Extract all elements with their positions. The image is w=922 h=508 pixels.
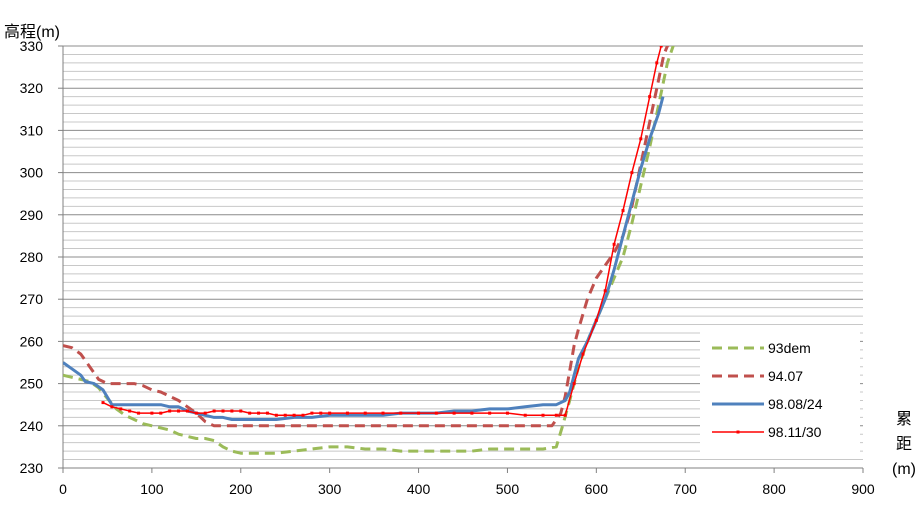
series-point	[630, 171, 634, 175]
y-tick-label: 280	[20, 249, 44, 265]
series-point	[328, 411, 332, 415]
series-point	[248, 411, 252, 415]
series-point	[177, 409, 181, 413]
y-tick-label: 310	[20, 122, 44, 138]
y-tick-label: 290	[20, 207, 44, 223]
y-tick-label: 270	[20, 291, 44, 307]
series-point	[274, 413, 278, 417]
series-point	[572, 382, 576, 386]
series-point	[221, 409, 225, 413]
y-tick-label: 320	[20, 80, 44, 96]
legend-label: 98.08/24	[768, 396, 823, 412]
chart-axes	[58, 45, 864, 473]
y-tick-label: 330	[20, 38, 44, 54]
series-point	[150, 411, 154, 415]
series-point	[185, 409, 189, 413]
series-point	[621, 209, 625, 213]
series-point	[283, 413, 287, 417]
legend-item: 93dem	[712, 340, 811, 356]
series-point	[363, 411, 367, 415]
series-point	[655, 61, 659, 65]
x-tick-label: 200	[229, 481, 253, 497]
series-point	[137, 411, 141, 415]
series-point	[381, 411, 385, 415]
y-tick-label: 240	[20, 418, 44, 434]
series-point	[203, 411, 207, 415]
y-tick-label: 300	[20, 165, 44, 181]
series-point	[345, 411, 349, 415]
chart-legend: 93dem 94.07 98.08/24 98.11/30	[700, 330, 860, 457]
series-point	[563, 413, 567, 417]
series-point	[128, 409, 132, 413]
legend-label: 93dem	[768, 340, 811, 356]
legend-label: 94.07	[768, 368, 803, 384]
legend-item: 94.07	[712, 368, 803, 384]
series-point	[310, 411, 314, 415]
series-point	[110, 405, 114, 409]
series-point	[603, 289, 607, 293]
x-tick-label: 100	[140, 481, 164, 497]
x-tick-label: 400	[407, 481, 431, 497]
series-point	[301, 413, 305, 417]
x-axis-title-line-1: 累	[896, 411, 912, 428]
x-tick-label: 700	[674, 481, 698, 497]
legend-label: 98.11/30	[768, 424, 822, 440]
series-point	[239, 409, 243, 413]
series-point	[399, 411, 403, 415]
series-point	[119, 407, 123, 411]
legend-item: 98.08/24	[712, 396, 823, 412]
legend-marker	[736, 430, 740, 434]
x-axis-title-line-2: 距	[896, 435, 912, 453]
series-point	[470, 411, 474, 415]
series-point	[594, 318, 598, 322]
series-point	[159, 411, 163, 415]
series-line	[63, 46, 675, 455]
x-tick-label: 900	[851, 481, 875, 497]
series-point	[417, 411, 421, 415]
legend-item: 98.11/30	[712, 424, 822, 440]
series-point	[505, 411, 509, 415]
chart-tick-labels: 230 240 250 260 270 280 290 300 310 320 330 0 100 200…	[20, 38, 875, 497]
series-point	[101, 401, 105, 405]
x-tick-label: 0	[59, 481, 67, 497]
series-point	[265, 411, 269, 415]
series-98.08/24	[63, 96, 665, 421]
series-93dem	[63, 46, 675, 455]
series-point	[168, 409, 172, 413]
series-point	[554, 413, 558, 417]
series-point	[212, 409, 216, 413]
series-point	[194, 411, 198, 415]
series-point	[612, 242, 616, 246]
series-94.07	[63, 46, 670, 428]
series-point	[581, 352, 585, 356]
x-tick-label: 300	[318, 481, 342, 497]
legend-background	[700, 330, 860, 457]
series-point	[230, 409, 234, 413]
series-point	[488, 411, 492, 415]
series-point	[319, 411, 323, 415]
x-axis-title-line-3: (m)	[892, 461, 916, 478]
y-axis-title: 高程(m)	[4, 23, 60, 41]
series-point	[523, 413, 527, 417]
series-point	[257, 411, 261, 415]
y-tick-label: 260	[20, 333, 44, 349]
series-98.11/30	[101, 46, 663, 417]
y-tick-label: 230	[20, 460, 44, 476]
series-line	[63, 96, 665, 421]
series-line	[63, 46, 670, 428]
x-tick-label: 800	[762, 481, 786, 497]
series-point	[452, 411, 456, 415]
x-tick-label: 500	[496, 481, 520, 497]
x-axis-title: 累 距 (m)	[892, 411, 916, 478]
series-point	[659, 46, 663, 48]
series-point	[648, 95, 652, 99]
series-point	[639, 137, 643, 141]
chart-series-group	[63, 46, 675, 455]
x-tick-label: 600	[585, 481, 609, 497]
series-point	[541, 413, 545, 417]
series-point	[434, 411, 438, 415]
series-point	[292, 413, 296, 417]
y-tick-label: 250	[20, 376, 44, 392]
